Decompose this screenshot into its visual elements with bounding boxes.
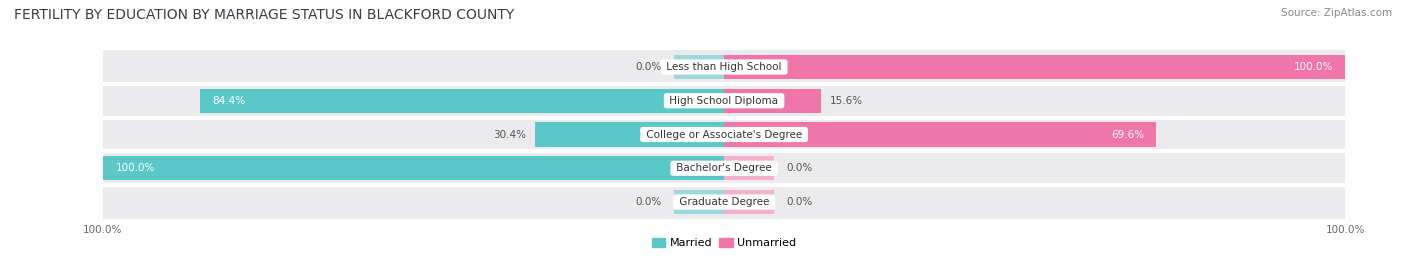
Text: 0.0%: 0.0%	[786, 163, 813, 173]
Text: 15.6%: 15.6%	[831, 96, 863, 106]
Text: 0.0%: 0.0%	[786, 197, 813, 207]
FancyBboxPatch shape	[103, 151, 1346, 185]
Bar	[724, 156, 773, 180]
Text: Bachelor's Degree: Bachelor's Degree	[673, 163, 775, 173]
Text: 0.0%: 0.0%	[636, 197, 662, 207]
Text: 84.4%: 84.4%	[212, 96, 246, 106]
Text: 100.0%: 100.0%	[1294, 62, 1333, 72]
Text: High School Diploma: High School Diploma	[666, 96, 782, 106]
Text: 69.6%: 69.6%	[1111, 129, 1144, 140]
Legend: Married, Unmarried: Married, Unmarried	[648, 233, 800, 253]
Bar	[675, 190, 724, 214]
Text: Less than High School: Less than High School	[664, 62, 785, 72]
FancyBboxPatch shape	[103, 185, 1346, 219]
Bar	[724, 89, 821, 113]
Text: College or Associate's Degree: College or Associate's Degree	[643, 129, 806, 140]
Bar	[675, 55, 724, 79]
FancyBboxPatch shape	[103, 118, 1346, 151]
Text: Graduate Degree: Graduate Degree	[676, 197, 772, 207]
Text: FERTILITY BY EDUCATION BY MARRIAGE STATUS IN BLACKFORD COUNTY: FERTILITY BY EDUCATION BY MARRIAGE STATU…	[14, 8, 515, 22]
Bar	[536, 122, 724, 147]
Bar	[103, 156, 724, 180]
Text: 0.0%: 0.0%	[636, 62, 662, 72]
Text: 30.4%: 30.4%	[494, 129, 526, 140]
FancyBboxPatch shape	[103, 84, 1346, 118]
Bar	[200, 89, 724, 113]
Bar	[724, 190, 773, 214]
Text: Source: ZipAtlas.com: Source: ZipAtlas.com	[1281, 8, 1392, 18]
Text: 100.0%: 100.0%	[115, 163, 155, 173]
Bar	[724, 122, 1156, 147]
Bar	[724, 55, 1346, 79]
FancyBboxPatch shape	[103, 50, 1346, 84]
